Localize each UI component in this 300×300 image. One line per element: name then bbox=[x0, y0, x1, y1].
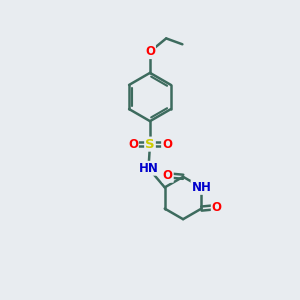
Text: S: S bbox=[145, 138, 155, 151]
Text: NH: NH bbox=[191, 181, 212, 194]
Text: O: O bbox=[145, 45, 155, 58]
Text: O: O bbox=[128, 138, 138, 151]
Text: O: O bbox=[163, 169, 173, 182]
Text: O: O bbox=[162, 138, 172, 151]
Text: O: O bbox=[212, 201, 222, 214]
Text: HN: HN bbox=[139, 162, 158, 175]
